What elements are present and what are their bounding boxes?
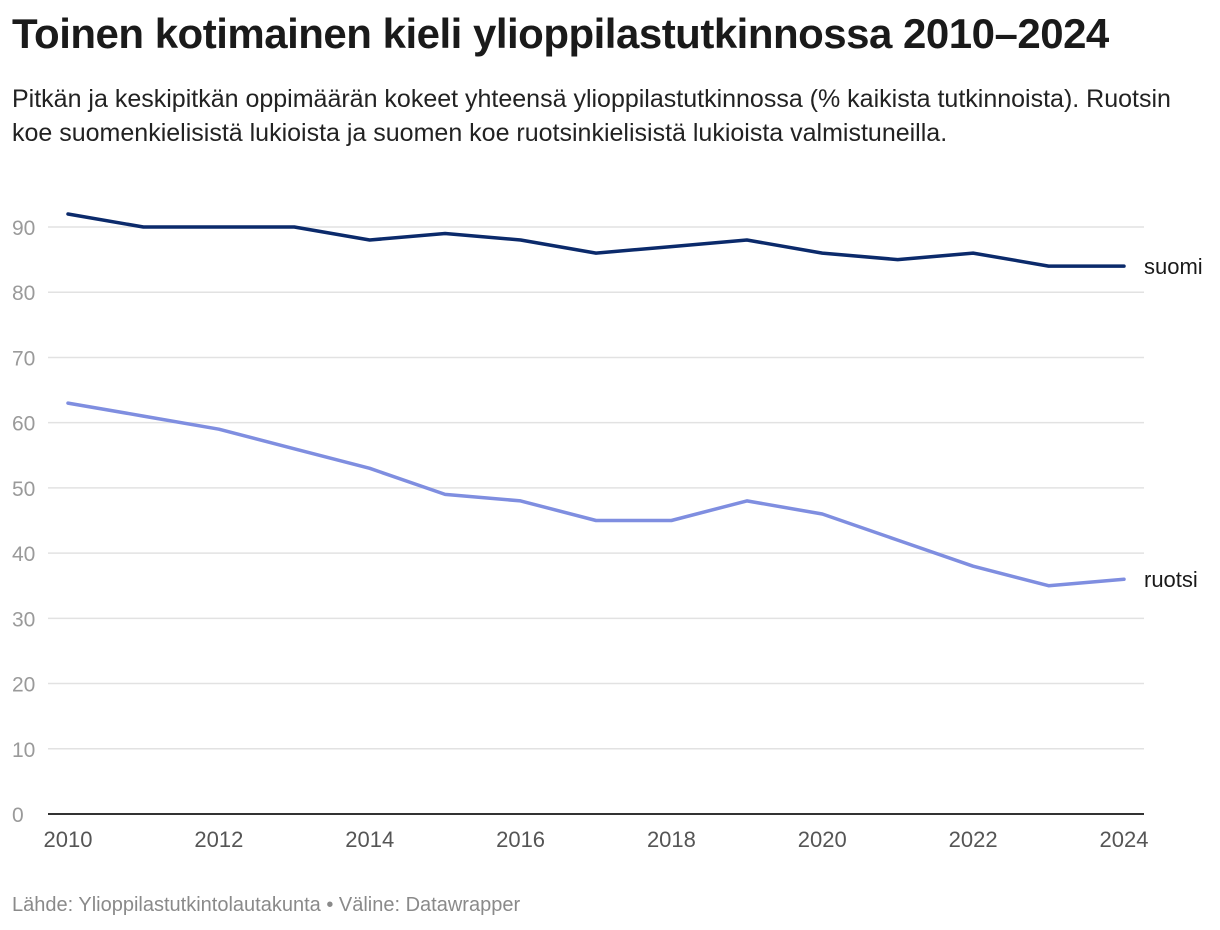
- x-tick-label: 2020: [798, 827, 847, 852]
- series-labels: suomi ruotsi: [1144, 254, 1203, 592]
- footer-separator: •: [326, 894, 334, 916]
- y-tick-label: 80: [12, 282, 35, 305]
- y-axis-ticks: 0 10 20 30 40 50 60 70 80 90: [12, 217, 35, 827]
- x-tick-label: 2014: [345, 827, 394, 852]
- y-tick-label: 20: [12, 674, 35, 697]
- y-tick-label: 30: [12, 608, 35, 631]
- x-tick-label: 2010: [44, 827, 93, 852]
- x-tick-label: 2016: [496, 827, 545, 852]
- x-tick-label: 2024: [1100, 827, 1149, 852]
- y-tick-label: 10: [12, 739, 35, 762]
- y-tick-label: 70: [12, 347, 35, 370]
- series-line-suomi: [66, 212, 1126, 268]
- x-tick-label: 2012: [194, 827, 243, 852]
- x-tick-label: 2018: [647, 827, 696, 852]
- grid-lines: [48, 226, 1144, 750]
- footer-tool: Väline: Datawrapper: [338, 894, 521, 916]
- y-tick-label: 50: [12, 478, 35, 501]
- chart-footer: Lähde: Ylioppilastutkintolautakunta • Vä…: [12, 894, 520, 917]
- series-label-ruotsi: ruotsi: [1144, 567, 1198, 592]
- y-tick-label: 0: [12, 804, 24, 827]
- series-lines: [66, 212, 1126, 588]
- y-tick-label: 90: [12, 217, 35, 240]
- series-line-ruotsi: [66, 401, 1126, 588]
- y-tick-label: 60: [12, 413, 35, 436]
- chart-subtitle: Pitkän ja keskipitkän oppimäärän kokeet …: [12, 85, 1171, 147]
- x-axis-ticks: 2010 2012 2014 2016 2018 2020 2022 2024: [44, 827, 1149, 852]
- chart-title: Toinen kotimainen kieli ylioppilastutkin…: [12, 10, 1109, 57]
- series-label-suomi: suomi: [1144, 254, 1203, 279]
- y-tick-label: 40: [12, 543, 35, 566]
- footer-source: Lähde: Ylioppilastutkintolautakunta: [12, 894, 321, 916]
- x-tick-label: 2022: [949, 827, 998, 852]
